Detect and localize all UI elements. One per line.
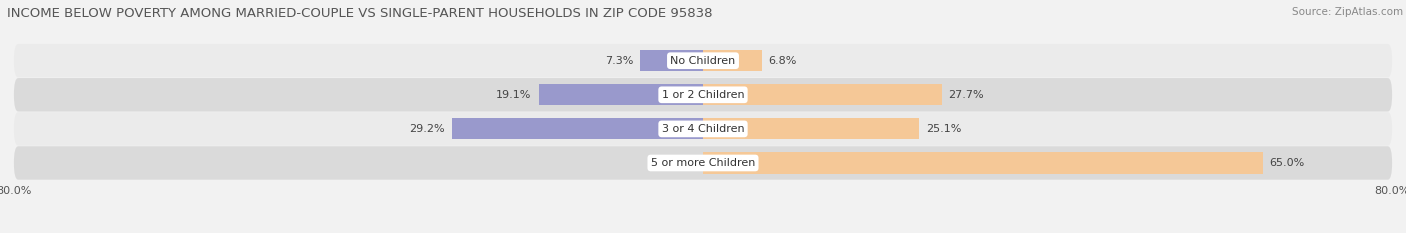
Bar (703, 118, 920, 140)
Text: 0.0%: 0.0% (668, 158, 696, 168)
Text: No Children: No Children (671, 56, 735, 66)
Bar (451, 118, 703, 140)
Text: 25.1%: 25.1% (927, 124, 962, 134)
Bar (703, 84, 942, 105)
Text: 6.8%: 6.8% (769, 56, 797, 66)
Text: Source: ZipAtlas.com: Source: ZipAtlas.com (1292, 7, 1403, 17)
Text: 27.7%: 27.7% (949, 90, 984, 100)
Text: 5 or more Children: 5 or more Children (651, 158, 755, 168)
Text: INCOME BELOW POVERTY AMONG MARRIED-COUPLE VS SINGLE-PARENT HOUSEHOLDS IN ZIP COD: INCOME BELOW POVERTY AMONG MARRIED-COUPL… (7, 7, 713, 20)
Text: 1 or 2 Children: 1 or 2 Children (662, 90, 744, 100)
Bar (703, 152, 1263, 174)
Text: 7.3%: 7.3% (605, 56, 633, 66)
Text: 65.0%: 65.0% (1270, 158, 1305, 168)
Text: 3 or 4 Children: 3 or 4 Children (662, 124, 744, 134)
FancyBboxPatch shape (14, 112, 1392, 146)
Text: 29.2%: 29.2% (409, 124, 444, 134)
Bar (640, 50, 703, 71)
Bar (703, 50, 762, 71)
FancyBboxPatch shape (14, 78, 1392, 112)
FancyBboxPatch shape (14, 146, 1392, 180)
Text: 19.1%: 19.1% (496, 90, 531, 100)
FancyBboxPatch shape (14, 44, 1392, 77)
Bar (538, 84, 703, 105)
